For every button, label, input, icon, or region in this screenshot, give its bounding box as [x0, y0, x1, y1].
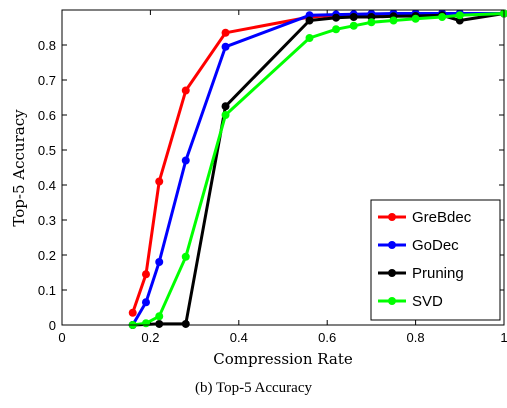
- y-tick-label: 0.3: [38, 213, 56, 228]
- data-point-grebdec: [141, 270, 150, 279]
- y-tick-label: 0: [49, 318, 56, 333]
- data-point-svd: [389, 16, 398, 25]
- y-tick-label: 0.1: [38, 283, 56, 298]
- y-tick-label: 0.5: [38, 143, 56, 158]
- legend-label-grebdec: GreBdec: [412, 209, 472, 226]
- data-point-pruning: [332, 13, 341, 22]
- data-point-pruning: [349, 13, 358, 21]
- data-point-pruning: [305, 16, 314, 25]
- y-tick-label: 0.8: [38, 38, 56, 53]
- data-point-svd: [181, 252, 190, 261]
- legend-marker-grebdec: [388, 213, 396, 221]
- data-point-svd: [367, 18, 376, 27]
- y-tick-label: 0.7: [38, 73, 56, 88]
- data-point-svd: [411, 14, 420, 23]
- data-point-godec: [155, 258, 164, 266]
- legend-label-godec: GoDec: [412, 237, 459, 254]
- data-point-grebdec: [155, 177, 164, 186]
- x-tick-label: 1: [500, 330, 507, 345]
- data-point-svd: [305, 34, 314, 42]
- data-point-pruning: [221, 102, 230, 111]
- plot-frame: [61, 9, 505, 326]
- y-tick-label: 0.2: [38, 248, 56, 263]
- data-point-pruning: [181, 319, 190, 328]
- series-layer: [128, 9, 507, 329]
- data-point-godec: [181, 156, 190, 165]
- x-tick-label: 0.8: [407, 330, 425, 345]
- x-tick-label: 0.6: [318, 330, 336, 345]
- data-point-svd: [438, 13, 447, 21]
- series-line-godec: [131, 12, 504, 326]
- figure-caption: (b) Top-5 Accuracy: [195, 380, 312, 396]
- legend: GreBdec GoDec Pruning SVD: [370, 199, 501, 321]
- chart: 0 0.2 0.4 0.6 0.8 100.10.20.30.40.50.60.70.8 …: [10, 9, 507, 368]
- data-point-grebdec: [221, 28, 230, 37]
- x-tick-label: 0.4: [230, 330, 248, 345]
- legend-marker-godec: [388, 241, 396, 249]
- y-axis-title: Top-5 Accuracy: [10, 109, 28, 227]
- legend-label-pruning: Pruning: [412, 265, 464, 282]
- data-point-svd: [455, 11, 464, 20]
- x-tick-label: 0.2: [141, 330, 159, 345]
- data-point-pruning: [155, 319, 164, 328]
- legend-marker-pruning: [388, 269, 396, 277]
- x-tick-label: 0: [58, 330, 65, 345]
- data-point-svd: [141, 319, 150, 328]
- legend-marker-svd: [388, 297, 396, 305]
- series-line-svd: [132, 12, 505, 327]
- data-point-godec: [221, 42, 230, 51]
- legend-label-svd: SVD: [412, 293, 443, 310]
- y-tick-label: 0.4: [38, 178, 56, 193]
- data-point-godec: [141, 298, 150, 307]
- x-axis-title: Compression Rate: [213, 350, 353, 368]
- data-point-svd: [332, 25, 341, 34]
- y-tick-label: 0.6: [38, 108, 56, 123]
- data-point-grebdec: [181, 86, 190, 95]
- data-point-grebdec: [128, 308, 137, 317]
- data-point-svd: [221, 111, 230, 119]
- data-point-svd: [349, 21, 358, 30]
- data-point-svd: [155, 312, 164, 321]
